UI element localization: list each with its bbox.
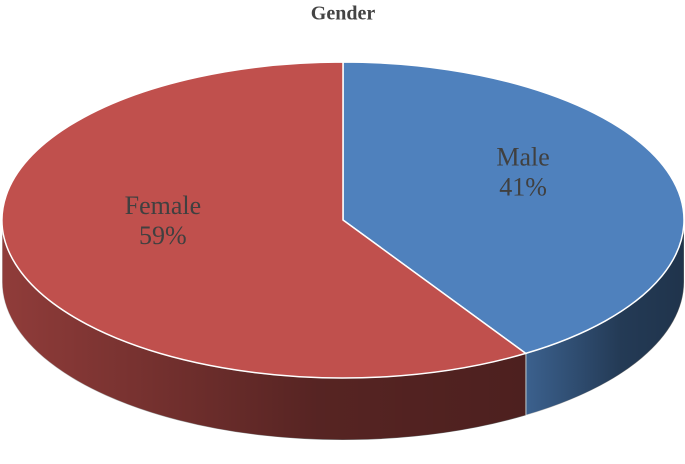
pie-side-shade [2, 220, 526, 440]
slice-label: Female [125, 191, 202, 220]
pie-side-shade [525, 220, 684, 416]
slice-value-label: 41% [499, 173, 547, 202]
pie-slice [342, 61, 685, 355]
chart-title: Gender [311, 3, 376, 25]
slice-value-label: 59% [139, 221, 187, 250]
slice-label: Male [496, 143, 549, 172]
pie-slice [1, 61, 528, 379]
